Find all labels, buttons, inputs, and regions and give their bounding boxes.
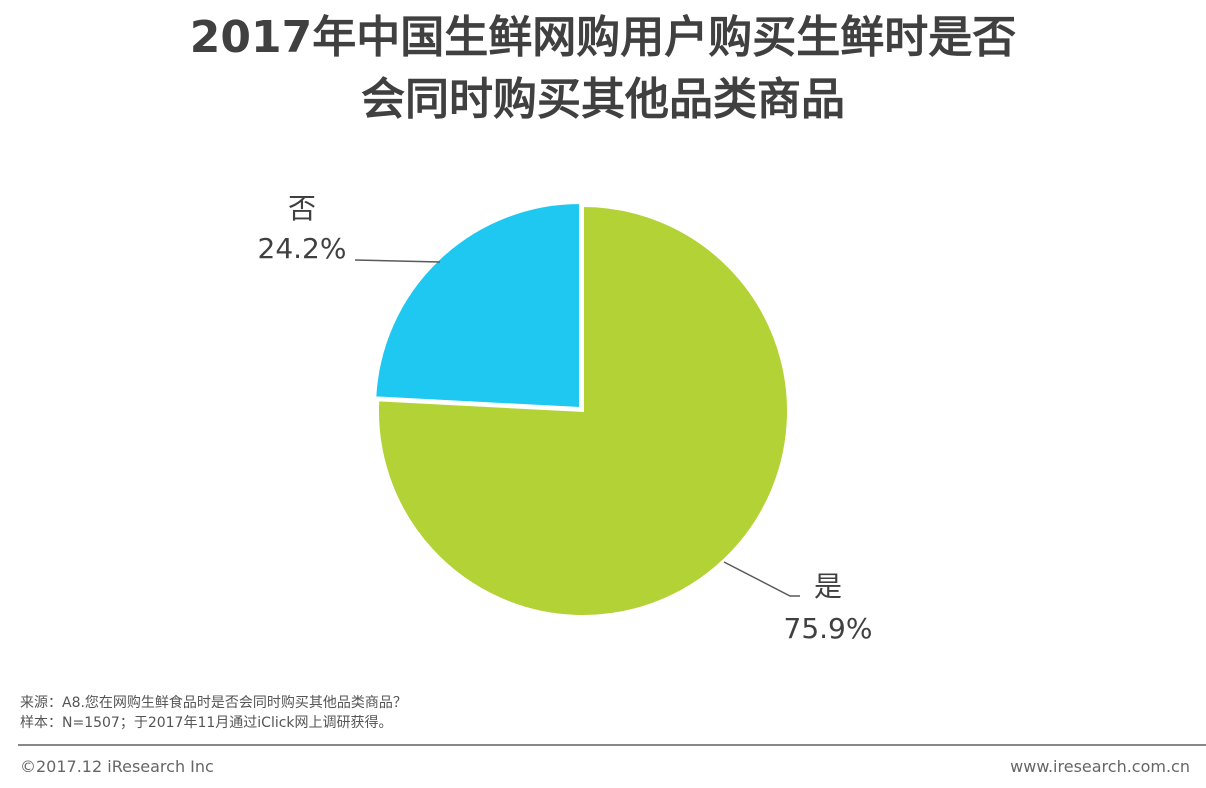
sample-note: 样本：N=1507；于2017年11月通过iClick网上调研获得。: [20, 715, 393, 731]
pie-slice-no: [374, 201, 581, 410]
slice-label-no: 否: [288, 192, 316, 225]
leader-line-yes: [723, 561, 800, 597]
slice-value-yes: 75.9%: [784, 612, 873, 645]
slice-value-no: 24.2%: [258, 232, 347, 265]
slice-label-yes: 是: [814, 570, 842, 603]
copyright: ©2017.12 iResearch Inc: [20, 757, 214, 776]
leader-line-no: [354, 259, 441, 263]
source-note: 来源：A8.您在网购生鲜食品时是否会同时购买其他品类商品？: [20, 695, 407, 711]
pie-slice-yes: [377, 204, 789, 617]
website-link[interactable]: www.iresearch.com.cn: [1010, 757, 1190, 776]
footer-divider: [18, 744, 1206, 746]
chart-title-line1: 2017年中国生鲜网购用户购买生鲜时是否: [189, 12, 1017, 63]
chart-title-line2: 会同时购买其他品类商品: [361, 74, 845, 125]
